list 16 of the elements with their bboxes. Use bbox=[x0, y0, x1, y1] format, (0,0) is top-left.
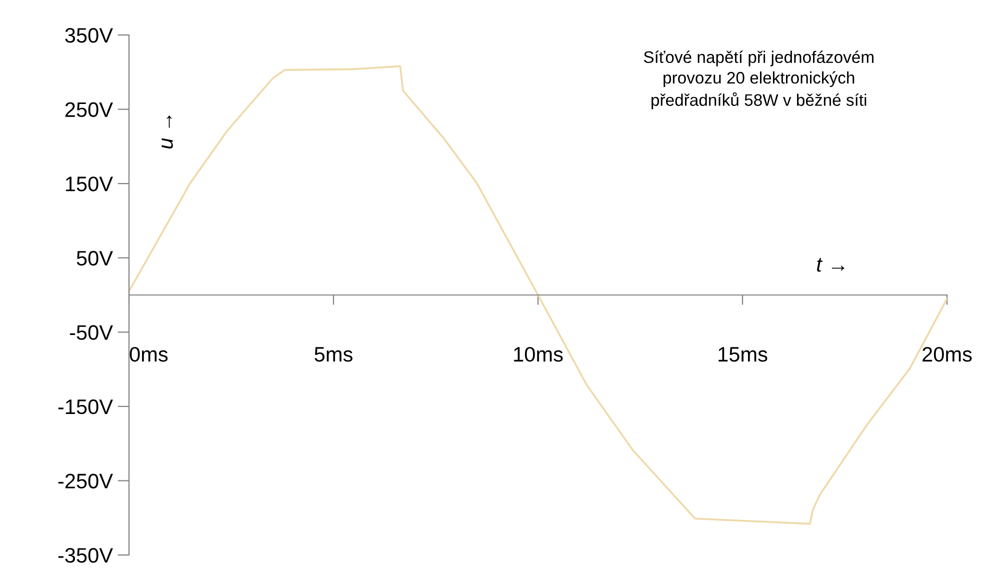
y-tick-label: -250V bbox=[58, 474, 113, 488]
y-tick-label: -350V bbox=[58, 548, 113, 563]
x-tick-label: 20ms bbox=[922, 346, 972, 362]
x-tick-label: 0ms bbox=[130, 346, 168, 362]
x-tick-label: 5ms bbox=[314, 347, 352, 362]
y-tick-label: 250V bbox=[65, 102, 113, 118]
y-axis-title: u → bbox=[162, 115, 173, 149]
x-axis-title: t → bbox=[817, 258, 844, 272]
x-tick-label: 15ms bbox=[718, 347, 768, 362]
y-tick-label: -150V bbox=[58, 399, 113, 414]
annotation: Síťové napětí při jednofázovém provozu 20 elektronických předřadníků 58W v běžné síti bbox=[644, 50, 874, 110]
y-tick-label: -50V bbox=[70, 325, 113, 340]
y-tick-label: 50V bbox=[76, 250, 113, 266]
y-tick-label: 350V bbox=[65, 28, 113, 43]
y-tick-label: 150V bbox=[66, 176, 113, 192]
x-tick-label: 10ms bbox=[514, 346, 563, 362]
